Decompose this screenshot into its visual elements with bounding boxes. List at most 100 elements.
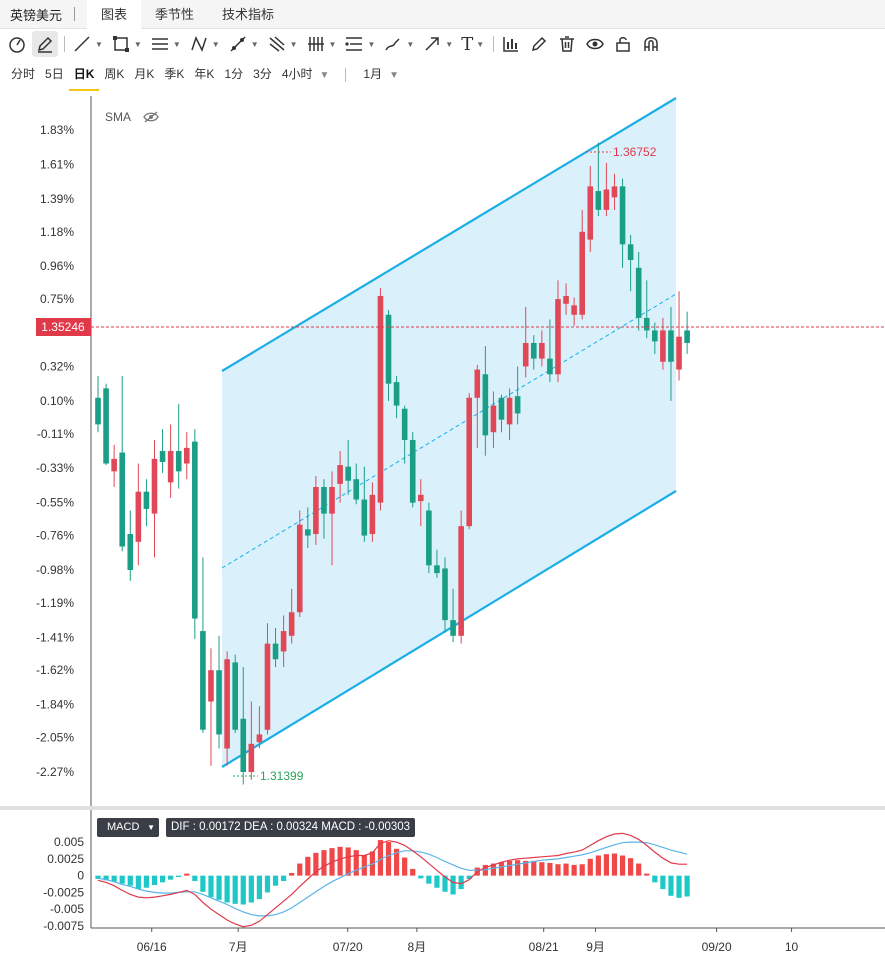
macd-histogram-bar bbox=[611, 853, 618, 876]
brush-icon[interactable]: ▼ bbox=[380, 31, 417, 57]
pencil-icon[interactable] bbox=[32, 31, 58, 57]
range-select[interactable]: 1月 bbox=[363, 67, 383, 81]
candle-body bbox=[127, 533, 134, 571]
candle-body bbox=[313, 487, 319, 534]
macd-histogram-bar bbox=[192, 875, 198, 882]
candle-body bbox=[619, 186, 626, 245]
macd-histogram-bar bbox=[272, 875, 279, 886]
candle-body bbox=[321, 487, 327, 514]
y-tick-label: 0.96% bbox=[40, 259, 74, 273]
y-tick-label: -0.11% bbox=[37, 427, 74, 441]
fibonacci-icon[interactable]: ▼ bbox=[341, 31, 378, 57]
macd-histogram-bar bbox=[531, 860, 537, 876]
macd-histogram-bar bbox=[426, 875, 432, 884]
line-icon[interactable]: ▼ bbox=[69, 31, 106, 57]
tab-seasonality[interactable]: 季节性 bbox=[155, 6, 195, 22]
horizontal-lines-icon[interactable]: ▼ bbox=[147, 31, 184, 57]
macd-histogram-bar bbox=[482, 864, 488, 876]
macd-histogram-bar bbox=[248, 875, 254, 903]
macd-histogram-bar bbox=[555, 864, 561, 876]
x-tick-label: 07/20 bbox=[333, 940, 363, 954]
candle-body bbox=[627, 244, 634, 260]
macd-histogram-bar bbox=[224, 875, 230, 903]
hide-eye-icon[interactable] bbox=[143, 111, 159, 123]
macd-histogram-bar bbox=[135, 875, 141, 890]
channel-lower-line bbox=[221, 490, 677, 768]
period-weekly[interactable]: 周K bbox=[104, 67, 125, 81]
candle-body bbox=[208, 670, 214, 702]
y-tick-label: -1.84% bbox=[36, 698, 74, 712]
candle-body bbox=[660, 330, 666, 362]
pattern-icon[interactable]: ▼ bbox=[186, 31, 223, 57]
macd-histogram-bar bbox=[668, 875, 674, 896]
candlestick-chart[interactable]: 1.83% 1.61% 1.39% 1.18% 0.96% 0.75% 0.32% 0.10%… bbox=[0, 96, 885, 956]
macd-histogram-bar bbox=[240, 875, 246, 905]
macd-histogram-bar bbox=[297, 863, 303, 876]
range-dropdown-arrow-icon[interactable]: ▼ bbox=[389, 69, 399, 81]
arrow-icon[interactable]: ▼ bbox=[419, 31, 456, 57]
candle-body bbox=[151, 458, 158, 514]
indicator-icon[interactable] bbox=[498, 31, 524, 57]
x-tick-label: 7月 bbox=[229, 940, 248, 954]
candle-body bbox=[256, 734, 263, 743]
fork-icon[interactable]: ▼ bbox=[264, 31, 301, 57]
candle-body bbox=[466, 397, 473, 527]
period-1min[interactable]: 1分 bbox=[224, 67, 244, 81]
macd-histogram-bar bbox=[393, 848, 400, 876]
tab-chart[interactable]: 图表 bbox=[87, 0, 142, 29]
cursor-icon[interactable] bbox=[4, 31, 30, 57]
macd-histogram-bar bbox=[676, 875, 682, 898]
period-5day[interactable]: 5日 bbox=[45, 67, 64, 81]
node-line-icon[interactable]: ▼ bbox=[225, 31, 262, 57]
eye-icon[interactable] bbox=[582, 31, 608, 57]
tab-technical-indicators[interactable]: 技术指标 bbox=[222, 6, 275, 22]
dif-line bbox=[97, 832, 688, 928]
macd-histogram-bar bbox=[95, 875, 101, 879]
macd-histogram-bar bbox=[490, 863, 497, 876]
candle-body bbox=[652, 330, 658, 342]
period-more-arrow-icon[interactable]: ▼ bbox=[319, 69, 330, 81]
period-yearly[interactable]: 年K bbox=[194, 67, 215, 81]
macd-histogram-bar bbox=[660, 875, 666, 890]
candle-body bbox=[224, 659, 230, 749]
lock-icon[interactable] bbox=[610, 31, 636, 57]
period-intraday[interactable]: 分时 bbox=[11, 67, 36, 81]
macd-histogram-bar bbox=[216, 875, 222, 900]
period-3min[interactable]: 3分 bbox=[253, 67, 272, 81]
macd-histogram-bar bbox=[127, 875, 133, 886]
edit-icon[interactable] bbox=[526, 31, 552, 57]
candle-body bbox=[288, 612, 295, 636]
vertical-lines-icon[interactable]: ▼ bbox=[303, 31, 340, 57]
macd-indicator-select[interactable]: MACD ▼ bbox=[97, 818, 159, 837]
macd-histogram-bar bbox=[385, 842, 392, 876]
macd-histogram-bar bbox=[410, 868, 416, 876]
candle-body bbox=[272, 643, 279, 660]
current-price-label: 1.35246 bbox=[41, 320, 85, 334]
macd-histogram-bar bbox=[498, 862, 505, 876]
macd-histogram-bar bbox=[636, 863, 642, 876]
period-4hour[interactable]: 4小时 bbox=[281, 67, 313, 81]
x-tick-label: 8月 bbox=[408, 940, 427, 954]
text-icon[interactable]: T ▼ bbox=[461, 33, 485, 55]
period-bar: 分时 5日 日K 周K 月K 季K 年K 1分 3分 4小时 ▼ 1月 ▼ bbox=[0, 59, 885, 91]
macd-indicator-label: MACD bbox=[107, 821, 140, 833]
macd-histogram-bar bbox=[208, 875, 214, 898]
candle-body bbox=[563, 295, 569, 304]
candle-body bbox=[635, 267, 642, 318]
candle-body bbox=[530, 342, 537, 359]
macd-histogram-bar bbox=[619, 855, 626, 876]
macd-histogram-bar bbox=[684, 875, 690, 897]
magnet-icon[interactable] bbox=[638, 31, 664, 57]
sma-indicator-label[interactable]: SMA bbox=[105, 110, 132, 124]
chart-area[interactable]: 1.83% 1.61% 1.39% 1.18% 0.96% 0.75% 0.32% 0.10%… bbox=[0, 96, 885, 956]
candle-body bbox=[361, 499, 368, 536]
y-tick-label: 1.61% bbox=[40, 157, 74, 171]
period-monthly[interactable]: 月K bbox=[134, 67, 155, 81]
trash-icon[interactable] bbox=[554, 31, 580, 57]
period-quarterly[interactable]: 季K bbox=[164, 67, 185, 81]
macd-y-tick-label: -0.0025 bbox=[43, 885, 84, 899]
macd-histogram-bar bbox=[579, 864, 585, 876]
macd-histogram-bar bbox=[547, 862, 553, 876]
rectangle-icon[interactable]: ▼ bbox=[108, 31, 145, 57]
period-daily[interactable]: 日K bbox=[68, 59, 100, 91]
